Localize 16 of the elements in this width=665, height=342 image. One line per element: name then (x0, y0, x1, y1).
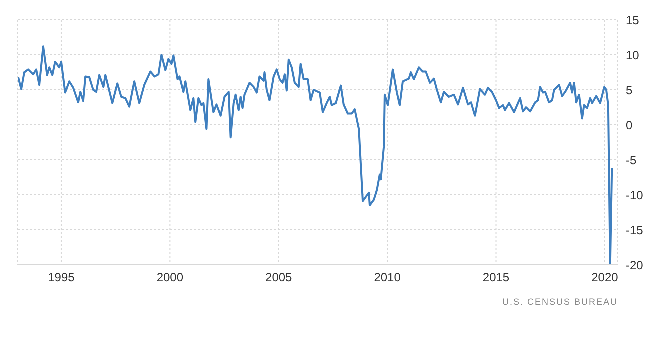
y-tick-label: 10 (626, 48, 640, 62)
y-tick-label: 5 (626, 83, 633, 98)
x-tick-label: 2010 (374, 270, 402, 285)
y-tick-label: -10 (626, 188, 644, 202)
text: U.S. CENSUS BUREAU (501, 297, 619, 307)
x-tick-label: 1995 (48, 270, 76, 285)
x-tick-label: 2000 (156, 270, 184, 285)
y-tick-label: -5 (626, 153, 637, 168)
y-tick-label: 0 (626, 118, 633, 132)
y-tick-label: -20 (626, 258, 644, 272)
line-series (18, 46, 614, 265)
x-tick-label: 2020 (592, 270, 619, 285)
y-tick-label: 15 (626, 13, 640, 28)
x-tick-label: 2015 (482, 270, 510, 285)
x-tick-label: 2005 (266, 270, 293, 285)
y-tick-label: -15 (626, 223, 644, 238)
